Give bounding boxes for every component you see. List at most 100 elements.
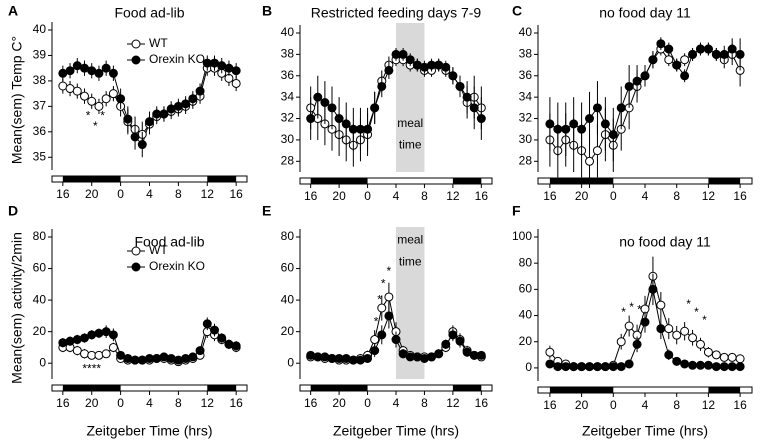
marker bbox=[195, 346, 205, 356]
annotation: * bbox=[100, 109, 105, 123]
annotation: **** bbox=[82, 362, 101, 376]
marker bbox=[703, 360, 713, 370]
x-tick-label: 8 bbox=[421, 189, 428, 203]
marker bbox=[592, 362, 602, 372]
marker bbox=[695, 44, 705, 54]
panel-title: no food day 11 bbox=[619, 234, 711, 250]
x-tick-label: 20 bbox=[332, 396, 346, 410]
x-tick-label: 16 bbox=[304, 396, 318, 410]
marker bbox=[123, 353, 133, 363]
marker bbox=[116, 350, 126, 360]
marker bbox=[377, 81, 387, 91]
x-tick-label: 16 bbox=[733, 189, 747, 203]
y-tick-label: 40 bbox=[281, 25, 295, 39]
marker bbox=[695, 360, 705, 370]
x-tick-label: 12 bbox=[201, 187, 215, 201]
dark-period bbox=[62, 176, 121, 182]
marker bbox=[664, 44, 674, 54]
y-tick-label: 0 bbox=[525, 360, 532, 374]
panel-letter: E bbox=[262, 203, 271, 219]
annotation: * bbox=[621, 305, 626, 319]
legend-marker bbox=[131, 39, 141, 49]
y-tick-label: 0 bbox=[287, 355, 294, 369]
marker bbox=[545, 359, 555, 369]
marker bbox=[656, 300, 666, 310]
annotation: * bbox=[374, 314, 379, 328]
marker bbox=[455, 336, 465, 346]
marker bbox=[600, 362, 610, 372]
marker bbox=[577, 362, 587, 372]
marker bbox=[217, 333, 227, 343]
marker bbox=[181, 353, 191, 363]
marker bbox=[108, 342, 118, 352]
marker bbox=[695, 339, 705, 349]
marker bbox=[719, 49, 729, 59]
y-tick-label: 34 bbox=[281, 89, 295, 103]
marker bbox=[553, 124, 563, 134]
y-axis-title: Mean(sem) activity/2min bbox=[9, 232, 25, 384]
marker bbox=[65, 66, 75, 76]
annotation: time bbox=[399, 137, 422, 151]
y-tick-label: 37 bbox=[33, 99, 47, 113]
marker bbox=[640, 71, 650, 81]
y-tick-label: 39 bbox=[33, 48, 47, 62]
marker bbox=[703, 44, 713, 54]
marker bbox=[577, 124, 587, 134]
x-tick-label: 4 bbox=[642, 189, 649, 203]
dark-period bbox=[310, 385, 368, 391]
marker bbox=[735, 354, 745, 364]
marker bbox=[680, 359, 690, 369]
x-tick-label: 0 bbox=[610, 189, 617, 203]
marker bbox=[231, 78, 241, 88]
marker bbox=[391, 335, 401, 345]
marker bbox=[80, 91, 89, 101]
marker bbox=[94, 328, 104, 338]
marker bbox=[108, 330, 118, 340]
marker bbox=[210, 325, 219, 335]
marker bbox=[592, 103, 602, 113]
marker bbox=[202, 319, 212, 329]
dark-period bbox=[708, 387, 741, 393]
dark-period bbox=[549, 178, 614, 184]
y-tick-label: 60 bbox=[33, 261, 47, 275]
marker bbox=[152, 353, 162, 363]
x-tick-label: 16 bbox=[475, 396, 489, 410]
legend-label: WT bbox=[149, 36, 168, 50]
x-tick-label: 20 bbox=[85, 396, 99, 410]
x-tick-label: 4 bbox=[642, 398, 649, 412]
marker bbox=[384, 311, 394, 321]
marker bbox=[101, 94, 111, 104]
marker bbox=[545, 119, 555, 129]
y-tick-label: 36 bbox=[33, 124, 47, 138]
x-tick-label: 4 bbox=[146, 396, 153, 410]
marker bbox=[195, 86, 205, 96]
marker bbox=[469, 103, 479, 113]
marker bbox=[561, 124, 571, 134]
x-tick-label: 16 bbox=[229, 396, 243, 410]
marker bbox=[711, 49, 721, 59]
x-tick-label: 8 bbox=[175, 396, 182, 410]
marker bbox=[727, 362, 737, 372]
x-axis-title: Zeitgeber Time (hrs) bbox=[582, 423, 708, 439]
marker bbox=[656, 39, 666, 49]
y-tick-label: 32 bbox=[281, 111, 295, 125]
marker bbox=[680, 55, 690, 65]
panel-title: no food day 11 bbox=[599, 5, 691, 21]
marker bbox=[569, 119, 579, 129]
marker bbox=[72, 86, 82, 96]
marker bbox=[585, 362, 595, 372]
marker bbox=[327, 103, 337, 113]
y-tick-label: 30 bbox=[281, 132, 295, 146]
marker bbox=[608, 362, 618, 372]
annotation: * bbox=[702, 313, 707, 327]
x-tick-label: 16 bbox=[733, 398, 747, 412]
marker bbox=[94, 68, 104, 78]
x-tick-label: 12 bbox=[702, 398, 716, 412]
y-tick-label: 40 bbox=[519, 25, 533, 39]
marker bbox=[476, 114, 486, 124]
marker bbox=[711, 350, 721, 360]
y-tick-label: 28 bbox=[281, 153, 295, 167]
panel-letter: A bbox=[8, 3, 18, 19]
dark-period bbox=[207, 385, 237, 391]
